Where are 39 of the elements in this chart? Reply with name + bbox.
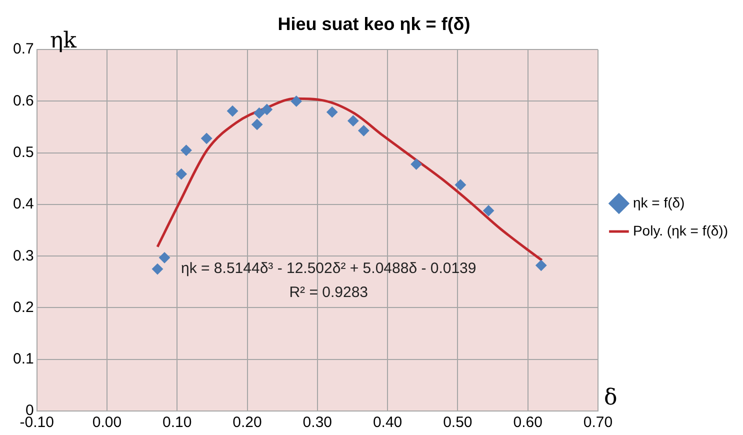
point bbox=[536, 260, 547, 271]
x-tick-label: 0.10 bbox=[162, 414, 192, 432]
point bbox=[159, 252, 170, 264]
point bbox=[261, 104, 272, 115]
point bbox=[252, 118, 263, 130]
x-axis-title: δ bbox=[604, 386, 618, 411]
point bbox=[358, 125, 370, 136]
point bbox=[180, 144, 192, 156]
y-tick-label: 0.5 bbox=[12, 144, 34, 161]
y-tick-label: 0.6 bbox=[12, 92, 34, 110]
point bbox=[410, 158, 422, 170]
point bbox=[326, 106, 338, 118]
point bbox=[348, 115, 359, 126]
y-tick-label: 0.3 bbox=[12, 247, 34, 264]
point bbox=[176, 168, 187, 180]
y-tick-label: 0.1 bbox=[12, 350, 34, 368]
y-tick-label: 0.7 bbox=[12, 40, 34, 58]
y-tick-label: 0.2 bbox=[12, 298, 34, 316]
point bbox=[290, 96, 302, 107]
point bbox=[483, 205, 494, 216]
point bbox=[254, 108, 265, 119]
legend-label: Poly. (ηk = f(δ)) bbox=[632, 222, 728, 238]
x-tick-label: 0.70 bbox=[583, 414, 613, 432]
point bbox=[152, 264, 163, 275]
x-tick-label: 0.30 bbox=[302, 414, 332, 432]
y-axis-title: ηk bbox=[50, 28, 78, 54]
x-tick-label: 0.50 bbox=[443, 414, 472, 432]
x-tick-label: 0.40 bbox=[372, 414, 402, 432]
chart-title: Hieu suat keo ηk = f(δ) bbox=[278, 14, 470, 34]
x-tick-label: 0.00 bbox=[92, 414, 122, 432]
point bbox=[227, 106, 238, 117]
y-tick-label: 0.4 bbox=[12, 196, 34, 213]
point bbox=[454, 179, 466, 190]
point bbox=[201, 132, 212, 144]
legend-label: ηk = f(δ) bbox=[632, 194, 685, 210]
x-tick-label: 0.60 bbox=[513, 414, 542, 432]
annotation: ηk = 8.5144δ³ - 12.502δ² + 5.0488δ - 0.0139 bbox=[181, 260, 476, 277]
annotation: R² = 0.9283 bbox=[289, 284, 368, 301]
x-tick-label: 0.20 bbox=[232, 414, 262, 432]
